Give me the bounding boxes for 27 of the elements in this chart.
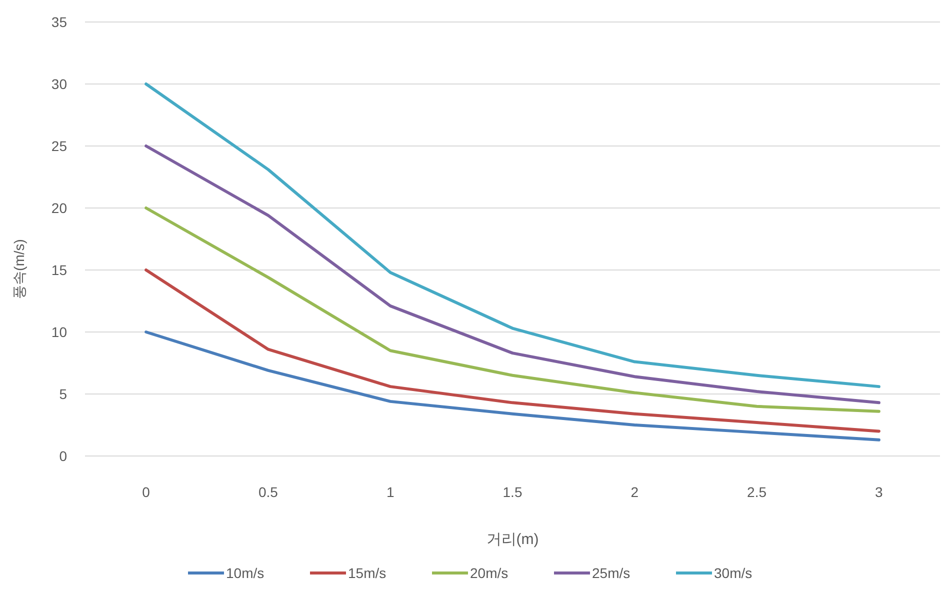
legend-label: 20m/s <box>470 565 508 581</box>
y-tick-label: 0 <box>59 448 68 464</box>
x-tick-label: 0 <box>142 484 150 500</box>
y-tick-label: 25 <box>51 138 68 154</box>
y-tick-label: 35 <box>51 14 68 30</box>
x-tick-label: 3 <box>875 484 884 500</box>
line-series <box>144 206 880 413</box>
legend-label: 10m/s <box>226 565 264 581</box>
y-tick-label: 5 <box>59 386 68 402</box>
x-tick-label: 2 <box>630 484 639 500</box>
y-axis-title: 풍속(m/s) <box>11 239 27 299</box>
y-tick-label: 20 <box>51 200 68 216</box>
legend-label: 30m/s <box>714 565 752 581</box>
line-series <box>144 268 880 433</box>
legend-label: 15m/s <box>348 565 386 581</box>
line-series <box>144 144 880 404</box>
legend-label: 25m/s <box>592 565 630 581</box>
x-tick-label: 1.5 <box>502 484 522 500</box>
y-tick-label: 15 <box>51 262 68 278</box>
line-series <box>144 330 880 442</box>
y-tick-label: 10 <box>51 324 68 340</box>
y-tick-label: 30 <box>51 76 68 92</box>
x-axis-title: 거리(m) <box>486 531 539 548</box>
line-series <box>144 82 880 388</box>
x-tick-label: 1 <box>386 484 394 500</box>
x-tick-label: 2.5 <box>747 484 767 500</box>
x-tick-label: 0.5 <box>258 484 278 500</box>
